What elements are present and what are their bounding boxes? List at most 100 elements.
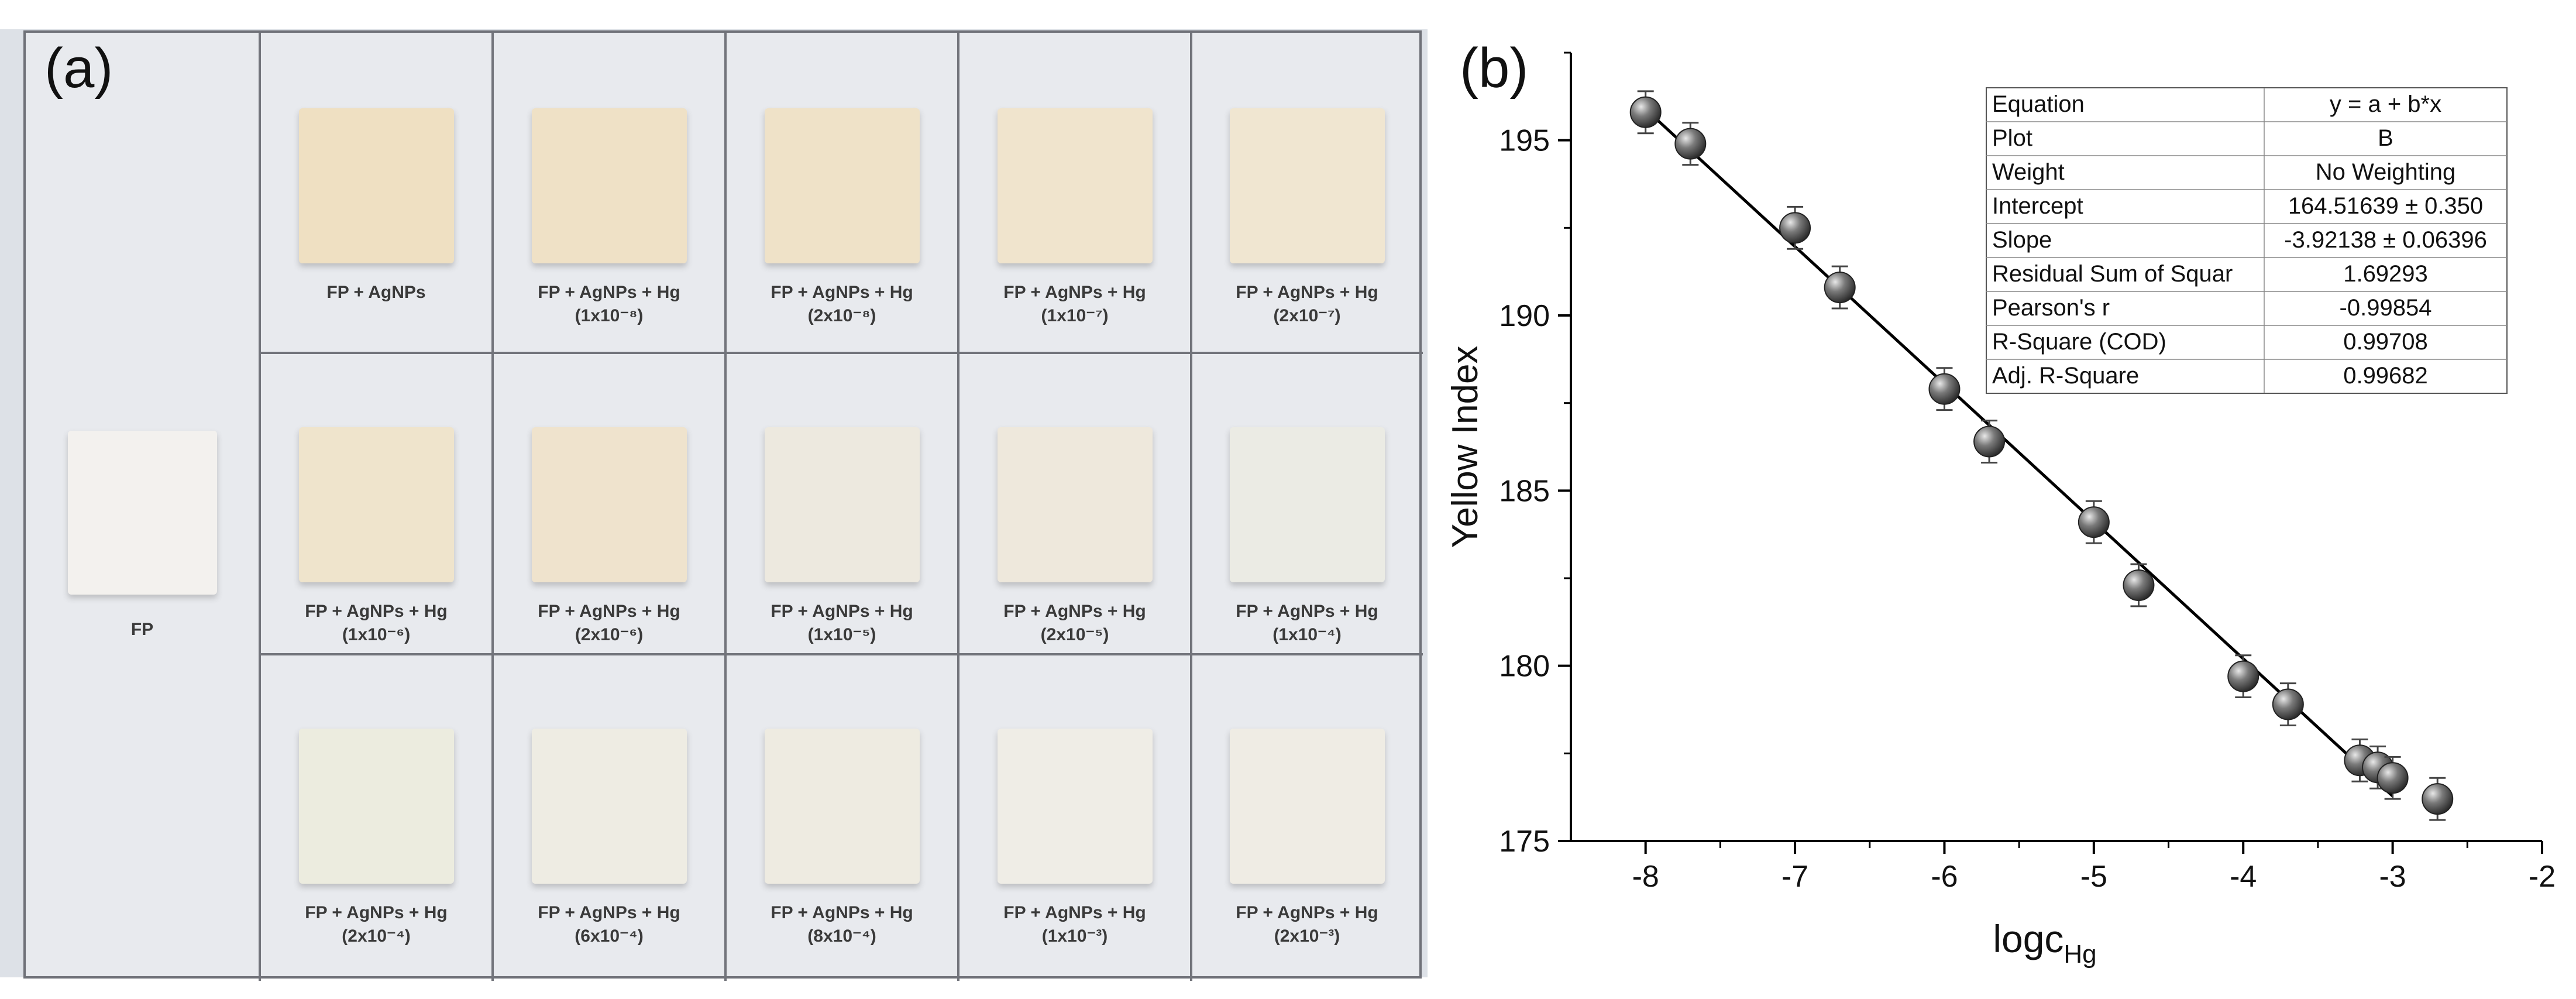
sample-label: FP + AgNPs + Hg (8x10⁻⁴) [727, 901, 957, 948]
data-point [2123, 563, 2155, 607]
grid-line-vertical [491, 33, 494, 981]
x-tick-label: -3 [2379, 860, 2406, 894]
sample-label-name: FP + AgNPs + Hg [771, 602, 913, 621]
fit-table-value: No Weighting [2316, 159, 2455, 185]
x-axis-label: logcHg [1993, 917, 2096, 969]
paper-sample-swatch [67, 431, 217, 595]
sample-label: FP [26, 618, 259, 641]
fit-table-value: 0.99682 [2343, 363, 2428, 389]
paper-sample-swatch [1229, 108, 1385, 263]
x-tick-label: -6 [1931, 860, 1958, 894]
data-point [1824, 265, 1856, 310]
data-points [1629, 90, 2454, 821]
fit-table-value: 0.99708 [2343, 329, 2428, 355]
y-tick-label: 175 [1499, 825, 1550, 859]
x-tick-label: -7 [1781, 860, 1808, 894]
fit-table-key: Adj. R-Square [1992, 363, 2139, 389]
y-tick-label: 190 [1499, 299, 1550, 333]
paper-sample-swatch [997, 108, 1153, 263]
x-tick-label: -4 [2230, 860, 2257, 894]
sample-label: FP + AgNPs + Hg (1x10⁻³) [959, 901, 1190, 948]
fit-table-key: R-Square (COD) [1992, 329, 2166, 355]
sample-label-name: FP + AgNPs + Hg [305, 903, 448, 922]
sample-label-name: FP + AgNPs + Hg [1236, 283, 1378, 302]
data-point [2078, 500, 2110, 544]
fit-table-frame [1986, 87, 2508, 394]
grid-line-vertical [1190, 33, 1192, 981]
sample-label-concentration: (2x10⁻⁴) [342, 926, 411, 946]
sample-label-concentration: (2x10⁻⁸) [807, 306, 876, 325]
paper-sample-swatch [764, 108, 920, 263]
y-tick-label: 185 [1499, 474, 1550, 508]
x-tick-label: -5 [2080, 860, 2107, 894]
paper-sample-swatch [531, 427, 687, 582]
sample-label-name: FP + AgNPs + Hg [771, 283, 913, 302]
sample-label-concentration: (8x10⁻⁴) [807, 926, 876, 946]
sample-label-concentration: (6x10⁻⁴) [575, 926, 644, 946]
grid-line-vertical [724, 33, 727, 981]
fit-table-value: -3.92138 ± 0.06396 [2284, 227, 2487, 253]
sample-label: FP + AgNPs + Hg (6x10⁻⁴) [494, 901, 724, 948]
y-tick-label: 180 [1499, 650, 1550, 684]
fit-table-value: y = a + b*x [2330, 91, 2441, 117]
sample-label: FP + AgNPs + Hg (2x10⁻⁵) [959, 600, 1190, 647]
fit-table-key: Intercept [1992, 193, 2083, 219]
data-point [1629, 90, 1662, 135]
panel-a-letter: (a) [44, 37, 114, 99]
sample-label-name: FP + AgNPs + Hg [538, 283, 680, 302]
paper-sample-swatch [1229, 729, 1385, 884]
x-axis-label-subscript: Hg [2063, 940, 2096, 969]
sample-label-concentration: (2x10⁻⁶) [575, 625, 644, 644]
paper-sample-swatch [298, 427, 454, 582]
sample-label: FP + AgNPs + Hg (1x10⁻⁸) [494, 281, 724, 328]
point-marker [1779, 212, 1811, 244]
data-point [2422, 777, 2454, 821]
sample-label: FP + AgNPs + Hg (2x10⁻⁴) [261, 901, 491, 948]
paper-sample-swatch [764, 729, 920, 884]
y-tick-label: 195 [1499, 124, 1550, 158]
paper-sample-swatch [1229, 427, 1385, 582]
axes: -8 -7 -6 -5 -4 -3 -2 175 180 185 190 195 Yellow Inde… [1445, 52, 2556, 969]
x-tick-label: -2 [2529, 860, 2556, 894]
sample-label-name: FP + AgNPs + Hg [1003, 903, 1146, 922]
sample-label-name: FP + AgNPs + Hg [538, 602, 680, 621]
paper-sample-swatch [531, 108, 687, 263]
sample-label-name: FP + AgNPs [326, 283, 426, 302]
sample-label-concentration: (1x10⁻³) [1041, 926, 1108, 946]
panel-b-letter: (b) [1460, 37, 1529, 99]
paper-sample-swatch [997, 427, 1153, 582]
x-tick-label: -8 [1632, 860, 1659, 894]
sample-label: FP + AgNPs + Hg (1x10⁻⁴) [1192, 600, 1422, 647]
sample-label-concentration: (1x10⁻⁷) [1041, 306, 1109, 325]
point-marker [2123, 569, 2155, 601]
fit-line-group [1645, 108, 2394, 798]
data-point [1674, 122, 1707, 166]
data-point [1973, 420, 2006, 464]
data-point [2227, 654, 2259, 699]
fit-table-key: Plot [1992, 125, 2032, 151]
sample-label-name: FP + AgNPs + Hg [771, 903, 913, 922]
sample-label: FP + AgNPs + Hg (2x10⁻⁷) [1192, 281, 1422, 328]
point-marker [2227, 660, 2259, 692]
sample-label: FP + AgNPs + Hg (2x10⁻⁸) [727, 281, 957, 328]
sample-label-name: FP + AgNPs + Hg [1003, 602, 1146, 621]
grid-line-horizontal [259, 352, 1423, 354]
sample-label: FP + AgNPs + Hg (2x10⁻⁶) [494, 600, 724, 647]
sample-label-concentration: (2x10⁻⁷) [1273, 306, 1341, 325]
data-point [2376, 756, 2409, 800]
sample-label-concentration: (1x10⁻⁶) [342, 625, 411, 644]
sample-label-name: FP + AgNPs + Hg [1236, 602, 1378, 621]
fit-table: Equation y = a + b*x Plot B Weight No Weighti… [1986, 87, 2508, 394]
paper-sample-swatch [531, 729, 687, 884]
sample-label-concentration: (1x10⁻⁴) [1272, 625, 1342, 644]
fit-table-key: Residual Sum of Squar [1992, 261, 2233, 287]
point-marker [1629, 96, 1662, 128]
grid-line-vertical [259, 33, 261, 981]
fit-table-value: -0.99854 [2340, 295, 2432, 321]
paper-sample-swatch [997, 729, 1153, 884]
sample-sheet: FP FP + AgNPs FP + AgNPs + Hg (1x10⁻⁸) FP + … [23, 30, 1423, 981]
fit-table-value: B [2378, 125, 2393, 151]
fit-line [1645, 108, 2394, 798]
y-axis-label: Yellow Index [1445, 346, 1485, 548]
sample-label-name: FP + AgNPs + Hg [538, 903, 680, 922]
